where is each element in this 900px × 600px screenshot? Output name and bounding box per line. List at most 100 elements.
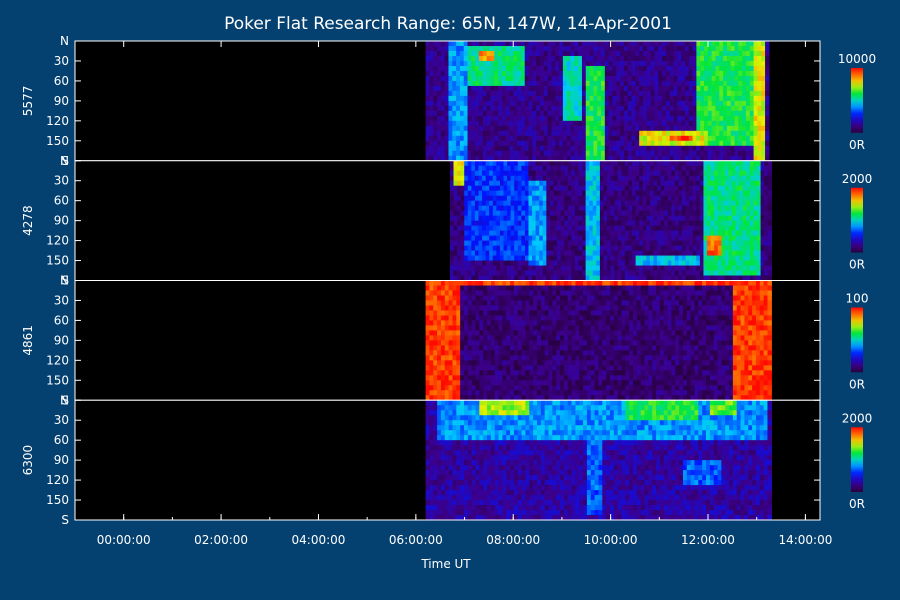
heatmap-cell (528, 255, 533, 262)
heatmap-cell (721, 230, 726, 237)
heatmap-cell (764, 165, 769, 172)
heatmap-cell (742, 70, 747, 77)
heatmap-cell (429, 305, 434, 312)
heatmap-cell (449, 205, 455, 212)
heatmap-cell (714, 165, 719, 172)
heatmap-cell (489, 270, 494, 277)
heatmap-cell (524, 165, 530, 172)
heatmap-cell (639, 120, 644, 127)
heatmap-cell (704, 55, 709, 62)
heatmap-cell (714, 230, 719, 237)
heatmap-cell (585, 140, 591, 147)
heatmap-cell (501, 90, 507, 97)
heatmap-cell (643, 90, 648, 97)
heatmap-cell (505, 125, 511, 132)
heatmap-cell (612, 155, 617, 162)
heatmap-cell (726, 70, 732, 77)
heatmap-cell (510, 180, 515, 187)
heatmap-cell (730, 80, 736, 87)
heatmap-cell (738, 120, 743, 127)
heatmap-cell (464, 190, 469, 197)
heatmap-cell (489, 200, 494, 207)
heatmap-cell (570, 125, 575, 132)
heatmap-cell (539, 270, 544, 277)
heatmap-cell (482, 230, 487, 237)
heatmap-cell (599, 205, 605, 212)
heatmap-cell (635, 185, 640, 192)
heatmap-cell (562, 41, 568, 47)
heatmap-cell (635, 155, 640, 162)
heatmap-cell (532, 265, 537, 272)
heatmap-cell (490, 320, 496, 327)
heatmap-cell (673, 105, 678, 112)
heatmap-cell (749, 220, 755, 227)
heatmap-cell (567, 220, 572, 227)
heatmap-cell (557, 250, 562, 257)
heatmap-cell (654, 65, 659, 72)
heatmap-cell (536, 115, 541, 122)
heatmap-cell (585, 105, 591, 112)
heatmap-cell (728, 190, 733, 197)
heatmap-cell (581, 155, 587, 162)
heatmap-cell (628, 240, 633, 247)
heatmap-cell (574, 200, 580, 207)
heatmap-cell (657, 265, 662, 272)
heatmap-cell (514, 230, 519, 237)
heatmap-cell (517, 175, 522, 182)
heatmap-cell (760, 255, 765, 262)
heatmap-cell (471, 185, 476, 192)
heatmap-cell (650, 75, 656, 82)
heatmap-cell (478, 70, 484, 77)
heatmap-cell (664, 175, 669, 182)
heatmap-cell (578, 140, 583, 147)
heatmap-cell (664, 240, 669, 247)
heatmap-cell (603, 215, 608, 222)
heatmap-cell (503, 210, 508, 217)
heatmap-cell (653, 205, 658, 212)
heatmap-cell (535, 190, 540, 197)
heatmap-4278 (449, 160, 772, 282)
heatmap-cell (474, 180, 480, 187)
heatmap-cell (589, 170, 594, 177)
heatmap-cell (457, 255, 462, 262)
heatmap-cell (589, 190, 594, 197)
heatmap-cell (503, 180, 508, 187)
heatmap-cell (765, 135, 770, 142)
heatmap-cell (521, 165, 526, 172)
heatmap-cell (574, 170, 580, 177)
heatmap-cell (464, 370, 469, 376)
heatmap-cell (710, 275, 715, 282)
heatmap-cell (753, 185, 758, 192)
heatmap-cell (723, 50, 728, 57)
heatmap-cell (734, 85, 739, 92)
heatmap-cell (717, 195, 722, 202)
heatmap-cell (696, 135, 701, 142)
heatmap-cell (677, 110, 682, 117)
heatmap-cell (539, 220, 544, 227)
heatmap-cell (486, 50, 492, 57)
heatmap-cell (509, 90, 514, 97)
heatmap-cell (728, 245, 733, 252)
heatmap-cell (528, 45, 533, 52)
heatmap-cell (703, 220, 708, 227)
heatmap-cell (498, 315, 504, 322)
heatmap-cell (677, 155, 682, 162)
heatmap-cell (520, 90, 526, 97)
heatmap-cell (649, 160, 655, 167)
heatmap-cell (749, 145, 755, 152)
heatmap-cell (521, 345, 527, 351)
heatmap-cell (535, 185, 540, 192)
heatmap-cell (475, 60, 480, 67)
heatmap-cell (746, 265, 751, 272)
heatmap-cell (592, 255, 597, 262)
heatmap-cell (513, 345, 519, 351)
heatmap-cell (549, 160, 555, 167)
heatmap-cell (574, 215, 580, 222)
heatmap-cell (597, 125, 602, 132)
heatmap-cell (433, 95, 438, 102)
heatmap-cell (510, 300, 515, 307)
heatmap-cell (632, 245, 637, 252)
heatmap-cell (704, 95, 709, 102)
heatmap-cell (717, 165, 722, 172)
heatmap-cell (597, 45, 602, 52)
